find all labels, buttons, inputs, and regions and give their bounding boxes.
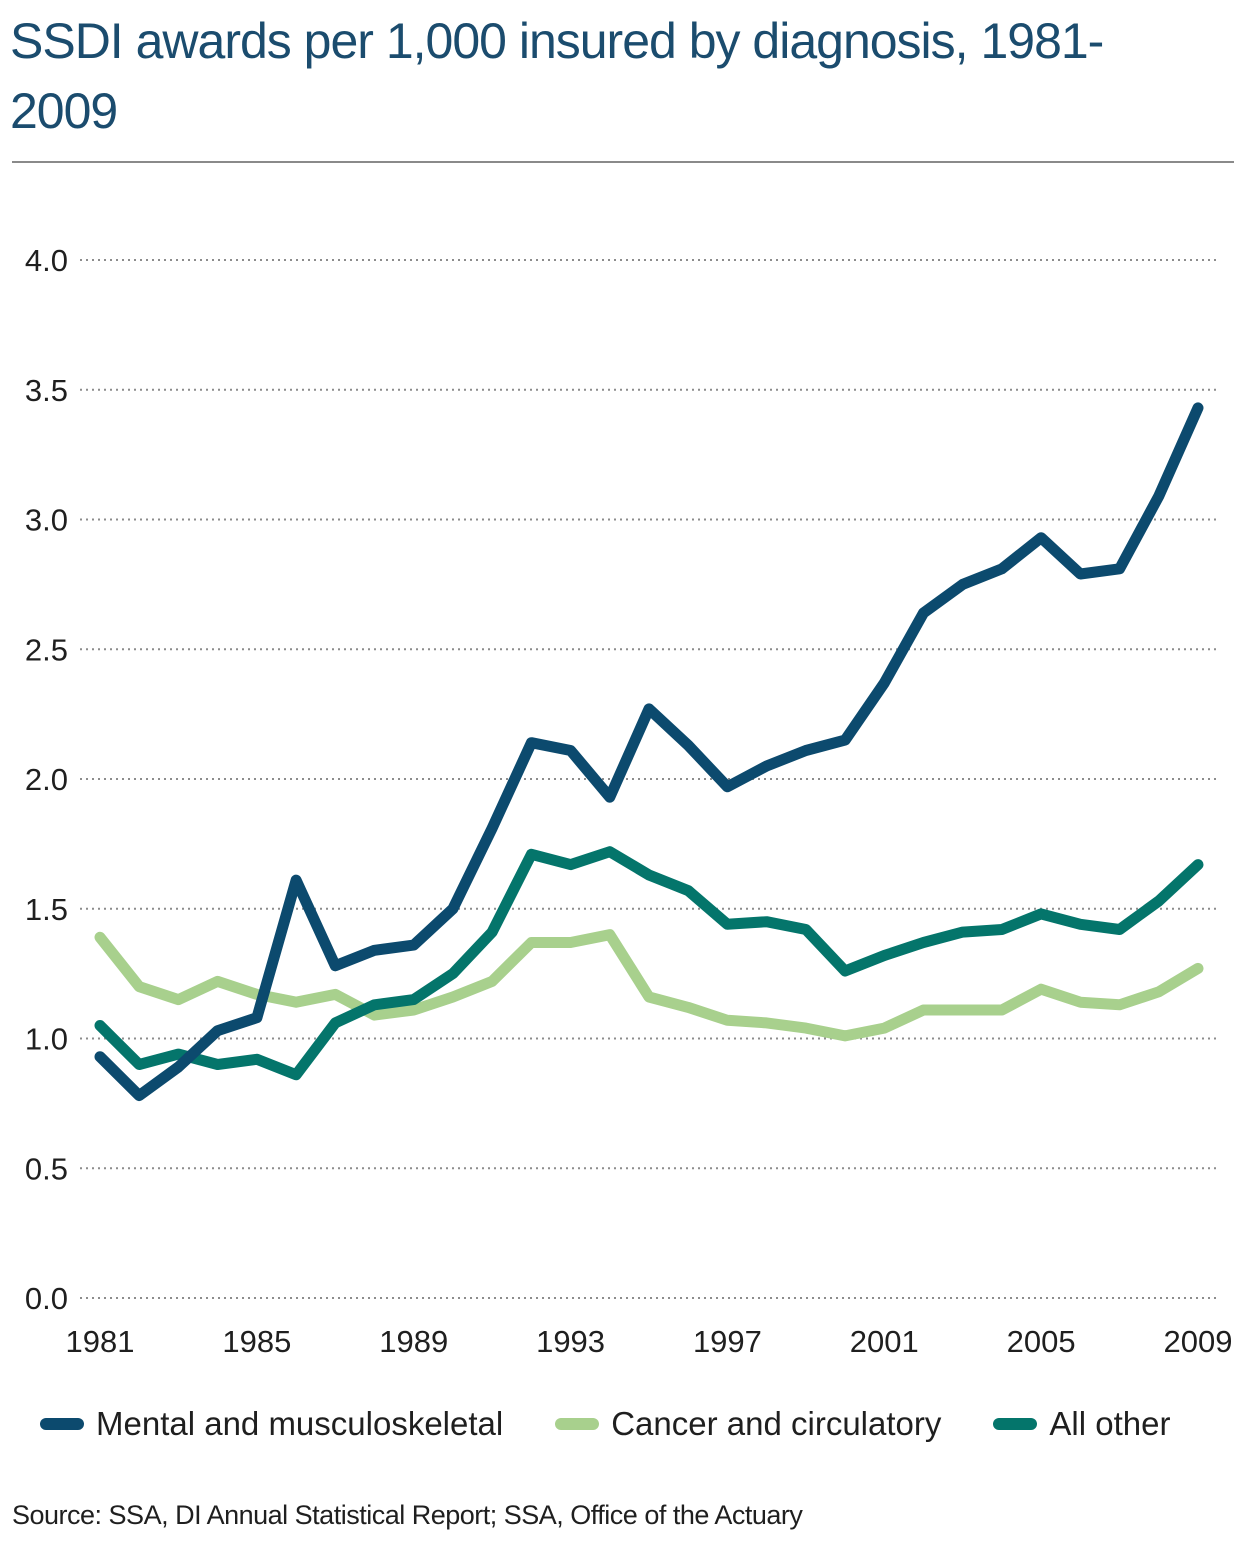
series-line-all <box>94 846 1204 1081</box>
x-tick-label: 1997 <box>693 1324 762 1359</box>
legend-label-cancer: Cancer and circulatory <box>611 1405 942 1442</box>
title-divider <box>12 161 1234 163</box>
y-tick-label: 2.0 <box>25 762 68 797</box>
x-tick-label: 1981 <box>66 1324 135 1359</box>
legend: Mental and musculoskeletal Cancer and ci… <box>40 1405 1222 1443</box>
gridlines <box>80 259 1220 1299</box>
y-tick-label: 1.0 <box>25 1022 68 1057</box>
x-tick-label: 1985 <box>222 1324 291 1359</box>
y-tick-label: 4.0 <box>25 243 68 278</box>
y-tick-label: 0.0 <box>25 1281 68 1316</box>
x-axis-ticks: 1981 1985 1989 1993 1997 2001 2005 2009 <box>66 1324 1233 1359</box>
legend-item-cancer: Cancer and circulatory <box>555 1405 941 1443</box>
legend-swatch-other <box>993 1418 1038 1430</box>
x-tick-label: 1993 <box>536 1324 605 1359</box>
y-axis-ticks: 4.0 3.5 3.0 2.5 2.0 1.5 1.0 0.5 0.0 <box>25 243 68 1316</box>
legend-swatch-mental <box>40 1418 84 1430</box>
x-tick-label: 1989 <box>379 1324 448 1359</box>
y-tick-label: 1.5 <box>25 892 68 927</box>
x-tick-label: 2009 <box>1164 1324 1233 1359</box>
series-line-cancer <box>94 929 1204 1042</box>
y-tick-label: 3.5 <box>25 373 68 408</box>
source-note: Source: SSA, DI Annual Statistical Repor… <box>12 1500 803 1530</box>
series-lines <box>94 402 1204 1102</box>
legend-label-mental: Mental and musculoskeletal <box>96 1405 504 1442</box>
line-chart: 4.0 3.5 3.0 2.5 2.0 1.5 1.0 0.5 0.0 1981 1985 1989… <box>25 243 1233 1359</box>
x-tick-label: 2001 <box>850 1324 919 1359</box>
y-tick-label: 0.5 <box>25 1151 68 1186</box>
legend-item-mental: Mental and musculoskeletal <box>40 1405 503 1443</box>
y-tick-label: 2.5 <box>25 632 68 667</box>
x-tick-label: 2005 <box>1007 1324 1076 1359</box>
legend-item-other: All other <box>993 1405 1170 1443</box>
chart-title: SSDI awards per 1,000 insured by diagnos… <box>10 13 1104 139</box>
y-tick-label: 3.0 <box>25 503 68 538</box>
legend-label-other: All other <box>1049 1405 1171 1442</box>
legend-swatch-cancer <box>555 1418 600 1430</box>
series-line-mental <box>94 402 1204 1102</box>
